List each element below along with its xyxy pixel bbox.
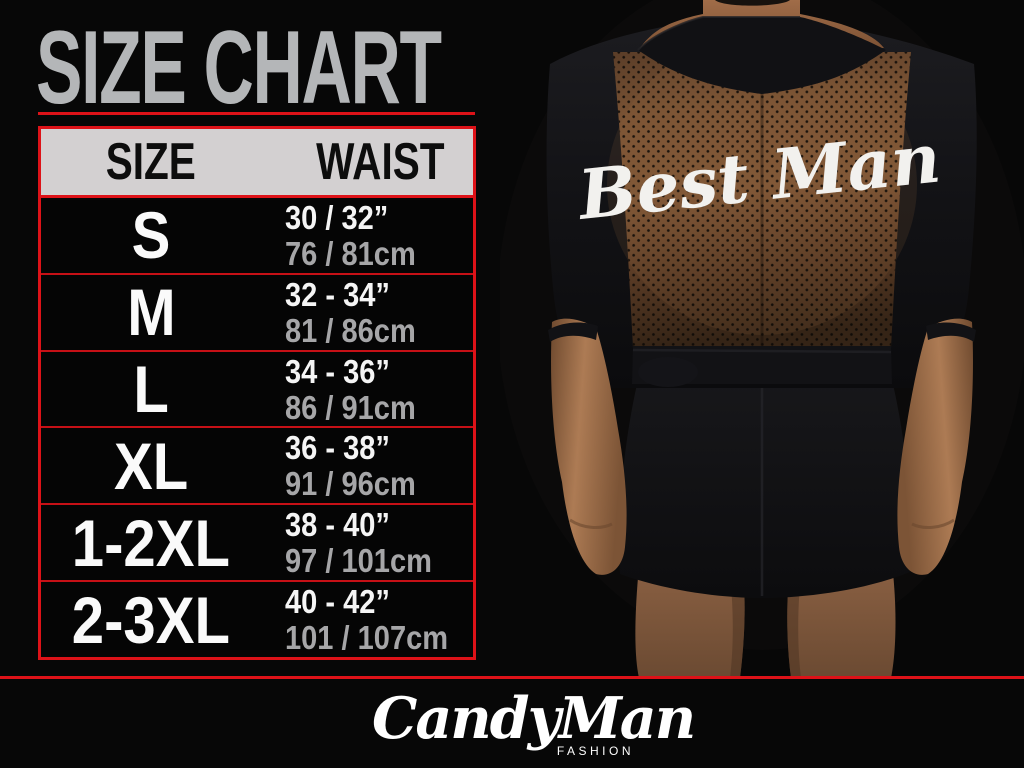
brand-name: CandyMan: [372, 685, 696, 752]
waist-header-label: WAIST: [315, 133, 445, 191]
left-knuckles: [569, 518, 613, 529]
collar-highlight: [637, 16, 800, 51]
waist-cm: 97 / 101cm: [285, 542, 433, 580]
waist-inches: 36 - 38”: [285, 429, 391, 467]
size-chart-table: SIZE WAIST S 30 / 32” 76 / 81cm M 32 - 3…: [38, 126, 476, 660]
table-row: XL 36 - 38” 91 / 96cm: [41, 426, 473, 503]
right-cuff: [926, 322, 976, 342]
product-photo: Best Man: [500, 0, 1024, 678]
table-row: L 34 - 36” 86 / 91cm: [41, 349, 473, 427]
size-value: 2-3XL: [72, 582, 231, 657]
brand-logo: CandyMan FASHION: [372, 690, 696, 762]
table-row: 1-2XL 38 - 40” 97 / 101cm: [41, 503, 473, 580]
table-row: S 30 / 32” 76 / 81cm: [41, 198, 473, 273]
belt-edge: [632, 348, 892, 354]
waist-cm: 91 / 96cm: [285, 465, 417, 503]
size-header-label: SIZE: [106, 133, 197, 191]
waist-cm: 76 / 81cm: [285, 234, 417, 272]
mesh-dot-texture: [613, 52, 911, 348]
size-value: S: [131, 198, 171, 273]
size-value: L: [133, 352, 169, 427]
left-cuff: [548, 322, 598, 342]
table-row: M 32 - 34” 81 / 86cm: [41, 272, 473, 350]
page-title: SIZE CHART: [36, 10, 442, 126]
robe-skirt: [618, 380, 912, 598]
waist-column-header: WAIST: [261, 136, 473, 188]
hair: [715, 0, 790, 6]
model-figure: Best Man: [500, 0, 1024, 678]
left-forearm: [551, 318, 627, 575]
right-knuckles: [911, 518, 955, 529]
size-value: 1-2XL: [72, 505, 231, 580]
table-row: 2-3XL 40 - 42” 101 / 107cm: [41, 580, 473, 657]
waist-inches: 40 - 42”: [285, 583, 391, 621]
right-forearm: [897, 318, 973, 575]
robe-collar: [638, 17, 886, 94]
waist-cm: 81 / 86cm: [285, 311, 417, 349]
footer-divider: [0, 676, 1024, 679]
table-header-row: SIZE WAIST: [41, 129, 473, 198]
waist-inches: 30 / 32”: [285, 198, 389, 236]
waist-cm: 101 / 107cm: [285, 619, 449, 657]
size-value: XL: [114, 428, 189, 503]
belt-knot: [638, 357, 698, 387]
size-value: M: [126, 275, 176, 350]
waist-inches: 32 - 34”: [285, 275, 391, 313]
waist-cm: 86 / 91cm: [285, 388, 417, 426]
title-underline: [38, 112, 475, 115]
brand-tagline: FASHION: [556, 744, 634, 758]
waist-inches: 34 - 36”: [285, 352, 391, 390]
size-column-header: SIZE: [41, 136, 261, 188]
waist-inches: 38 - 40”: [285, 506, 391, 544]
